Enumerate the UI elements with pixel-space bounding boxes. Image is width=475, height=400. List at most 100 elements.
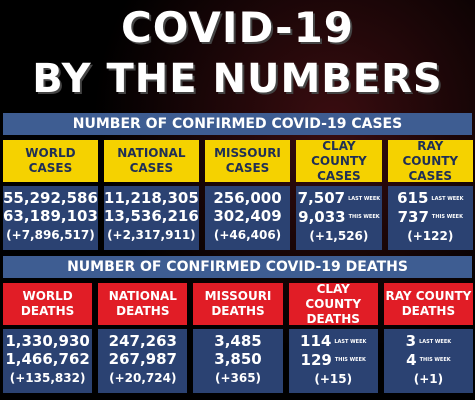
value-row: 3,485 [193, 332, 282, 350]
title: COVID-19 [120, 3, 355, 52]
value: 3 [405, 332, 417, 350]
column-label: RAY COUNTY DEATHS [383, 283, 474, 325]
column: RAY COUNTY CASES 615 LAST WEEK 737 THIS WEEK(… [387, 138, 473, 250]
label-line: CASES [317, 168, 361, 183]
value-row: 267,987 [98, 350, 187, 368]
change: (+7,896,517) [6, 228, 95, 242]
label-line: RAY COUNTY [385, 289, 472, 303]
value: 1,330,930 [5, 332, 90, 350]
label-line: CASES [408, 168, 453, 183]
column-label: CLAY COUNTY DEATHS [288, 281, 378, 326]
label-line: RAY COUNTY [402, 138, 459, 168]
value: 3,850 [214, 350, 262, 368]
values: 615 LAST WEEK 737 THIS WEEK (+122) [387, 186, 473, 250]
column-label: WORLD DEATHS [3, 283, 93, 325]
value-row: 3,850 [193, 350, 282, 368]
value: 13,536,216 [103, 207, 199, 225]
label-line: NATIONAL [117, 146, 186, 160]
column: NATIONAL DEATHS 247,263 267,987 (+20,724) [98, 283, 188, 393]
values: 1,330,930 1,466,762 (+135,832) [3, 329, 93, 393]
value-row: 114 LAST WEEK [289, 332, 378, 351]
values: 247,263 267,987 (+20,724) [98, 329, 188, 393]
column-label: RAY COUNTY CASES [387, 138, 473, 183]
section-title: NUMBER OF CONFIRMED COVID-19 DEATHS [3, 256, 472, 278]
values: 7,507 LAST WEEK 9,033 THIS WEEK (+1,526) [296, 186, 382, 250]
value: 114 [300, 332, 332, 350]
label-line: DEATHS [20, 304, 75, 318]
value: 302,409 [213, 207, 282, 225]
value-row: 256,000 [205, 189, 290, 207]
change: (+1) [413, 372, 444, 386]
change: (+2,317,911) [107, 228, 196, 242]
label-line: WORLD [22, 289, 73, 303]
value: 3,485 [214, 332, 262, 350]
column-label: CLAY COUNTY CASES [296, 138, 382, 183]
value: 129 [300, 350, 332, 369]
value-row: 247,263 [98, 332, 187, 350]
value-row: 11,218,305 [104, 189, 199, 207]
column: NATIONAL CASES 11,218,305 13,536,216 (+2,317… [103, 140, 199, 250]
value-row: 9,033 THIS WEEK [296, 208, 381, 227]
label-line: DEATHS [116, 304, 170, 318]
value-row: 129 THIS WEEK [289, 351, 378, 370]
label-line: CASES [129, 161, 174, 175]
value-row: 63,189,103 [3, 207, 98, 225]
value: 1,466,762 [5, 350, 90, 368]
value-note: THIS WEEK [334, 357, 366, 363]
section-title: NUMBER OF CONFIRMED COVID-19 CASES [3, 113, 472, 135]
value: 4 [406, 350, 417, 369]
subtitle: BY THE NUMBERS [32, 56, 443, 102]
value: 615 [397, 189, 429, 207]
value-note: LAST WEEK [348, 195, 381, 202]
value-row: 302,409 [205, 207, 290, 225]
label-line: CLAY COUNTY [311, 138, 367, 168]
change: (+20,724) [109, 371, 177, 385]
label-line: NATIONAL [108, 289, 177, 303]
label-line: MISSOURI [214, 146, 281, 160]
value-row: 13,536,216 [104, 207, 199, 225]
value: 737 [397, 207, 429, 226]
value-row: 3 LAST WEEK [384, 332, 473, 351]
columns: WORLD DEATHS 1,330,930 1,466,762 (+135,832) N… [3, 281, 474, 393]
column: WORLD DEATHS 1,330,930 1,466,762 (+135,832) [3, 283, 93, 393]
value-row: 1,330,930 [3, 332, 92, 350]
value-row: 7,507 LAST WEEK [296, 189, 381, 208]
column-label: MISSOURI CASES [204, 140, 291, 182]
column: WORLD CASES 55,292,586 63,189,103 (+7,896,51… [3, 140, 98, 250]
value-row: 55,292,586 [3, 189, 98, 207]
value: 9,033 [298, 207, 346, 226]
column: CLAY COUNTY DEATHS 114 LAST WEEK 129 THIS WEE… [288, 281, 378, 393]
value-row: 4 THIS WEEK [384, 351, 473, 370]
label-line: MISSOURI [204, 289, 272, 303]
section: NUMBER OF CONFIRMED COVID-19 CASES WORLD C… [0, 113, 475, 250]
change: (+1,526) [309, 229, 369, 243]
header: COVID-19 BY THE NUMBERS [0, 0, 475, 110]
change: (+135,832) [9, 371, 86, 385]
values: 11,218,305 13,536,216 (+2,317,911) [103, 186, 199, 250]
section: NUMBER OF CONFIRMED COVID-19 DEATHS WORLD… [0, 256, 475, 393]
column-label: NATIONAL CASES [103, 140, 199, 182]
change: (+122) [407, 229, 454, 243]
value: 11,218,305 [103, 189, 199, 207]
label-line: CLAY COUNTY [305, 281, 362, 311]
value-note: LAST WEEK [334, 338, 367, 345]
change: (+365) [214, 371, 262, 385]
values: 256,000 302,409 (+46,406) [204, 186, 291, 250]
label-line: DEATHS [401, 304, 456, 318]
values: 3 LAST WEEK 4 THIS WEEK (+1) [383, 329, 474, 393]
value: 267,987 [108, 350, 177, 368]
label-line: WORLD [25, 146, 76, 160]
column-label: NATIONAL DEATHS [98, 283, 188, 325]
value-row: 615 LAST WEEK [388, 189, 473, 208]
value-note: THIS WEEK [419, 357, 451, 363]
values: 3,485 3,850 (+365) [193, 329, 283, 393]
value: 256,000 [213, 189, 282, 207]
column: CLAY COUNTY CASES 7,507 LAST WEEK 9,033 THIS … [296, 138, 382, 250]
sections: NUMBER OF CONFIRMED COVID-19 CASES WORLD C… [0, 113, 475, 393]
value: 247,263 [108, 332, 177, 350]
values: 55,292,586 63,189,103 (+7,896,517) [3, 186, 98, 250]
values: 114 LAST WEEK 129 THIS WEEK (+15) [288, 329, 378, 393]
label-line: DEATHS [306, 311, 360, 326]
columns: WORLD CASES 55,292,586 63,189,103 (+7,896,51… [3, 138, 473, 250]
